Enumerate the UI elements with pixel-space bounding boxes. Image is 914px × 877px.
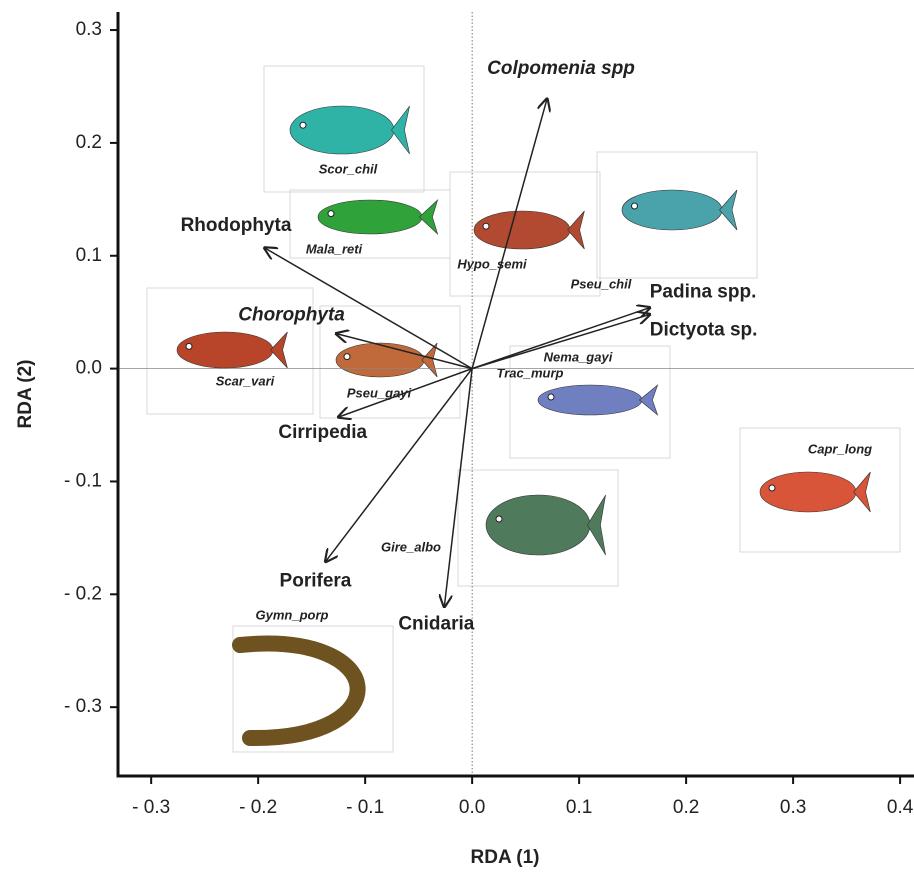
fish-tail (638, 384, 659, 416)
eel (232, 635, 366, 747)
fish-tail (421, 342, 438, 378)
fish-body (621, 189, 723, 231)
x-tick-label: - 0.3 (132, 797, 170, 818)
fish-box (146, 287, 314, 415)
variable-label: Chorophyta (238, 305, 345, 326)
fish-illustrations (146, 65, 901, 753)
arrow (336, 334, 473, 370)
variable-label: Cirripedia (278, 422, 367, 443)
fish-eye (482, 222, 490, 230)
species-label: Capr_long (808, 441, 872, 456)
fish-body (176, 331, 274, 369)
fish-eye (299, 121, 307, 129)
y-tick-label: - 0.2 (64, 583, 102, 604)
fish-box (739, 427, 901, 553)
fish (289, 105, 410, 155)
y-axis-label: RDA (2) (15, 360, 36, 429)
fish-tail (391, 105, 410, 155)
fish (537, 384, 659, 416)
arrow (338, 367, 473, 418)
fish (176, 331, 288, 369)
fish-body (473, 210, 571, 250)
x-tick-label: 0.0 (459, 797, 485, 818)
fish-body (759, 471, 857, 513)
variable-label: Cnidaria (398, 614, 474, 635)
arrow (471, 314, 650, 370)
y-tick-label: 0.0 (76, 358, 102, 379)
fish-body (485, 494, 591, 556)
arrow (326, 368, 473, 562)
fish-body (537, 384, 643, 416)
x-tick-label: - 0.2 (239, 797, 277, 818)
arrow (444, 368, 473, 607)
fish-tail (719, 189, 738, 231)
species-label: Hypo_semi (457, 256, 527, 271)
fish-box (449, 171, 601, 297)
species-label: Gymn_porp (256, 607, 329, 622)
species-label: Gire_albo (381, 539, 441, 554)
fish-eye (185, 342, 193, 350)
variable-label: Colpomenia spp (487, 58, 635, 79)
fish (621, 189, 738, 231)
fish-body (289, 105, 395, 155)
x-tick-label: - 0.1 (346, 797, 384, 818)
species-label: Pseu_chil (571, 276, 632, 291)
arrow (471, 99, 547, 369)
fish-box (509, 345, 671, 459)
fish-box (232, 625, 394, 753)
fish (759, 471, 871, 513)
species-label: Scar_vari (216, 373, 275, 388)
x-tick-label: 0.2 (673, 797, 699, 818)
species-label: Pseu_gayi (347, 385, 412, 400)
fish-tail (418, 199, 439, 235)
fish (485, 494, 606, 556)
y-tick-label: 0.2 (76, 132, 102, 153)
variable-label: Dictyota sp. (650, 319, 758, 340)
y-tick-label: - 0.3 (64, 696, 102, 717)
fish-eye (495, 515, 503, 523)
fish (317, 199, 439, 235)
fish-eye (327, 210, 335, 218)
fish-eye (547, 393, 555, 401)
arrow (471, 308, 650, 370)
fish-eye (343, 353, 351, 361)
species-label: Nema_gayi (544, 349, 613, 364)
fish-eye (631, 202, 638, 210)
fish-box (263, 65, 425, 193)
y-tick-label: 0.1 (76, 245, 102, 266)
species-label: Mala_reti (306, 241, 363, 256)
y-tick-label: - 0.1 (64, 470, 102, 491)
fish-tail (270, 331, 288, 369)
fish-tail (567, 210, 585, 250)
y-tick-label: 0.3 (76, 19, 102, 40)
fish (335, 342, 438, 378)
species-label: Scor_chil (319, 161, 378, 176)
x-tick-label: 0.1 (566, 797, 592, 818)
fish-box (596, 151, 758, 279)
fish-tail (587, 494, 606, 556)
fish-eye (768, 484, 776, 492)
variable-label: Rhodophyta (181, 215, 292, 236)
species-label: Trac_murp (497, 365, 564, 380)
variable-label: Porifera (280, 571, 352, 592)
fish-tail (853, 471, 871, 513)
fish-body (335, 342, 425, 378)
fish-body (317, 199, 423, 235)
variable-label: Padina spp. (650, 282, 757, 303)
x-tick-label: 0.4 (887, 797, 914, 818)
x-tick-label: 0.3 (780, 797, 806, 818)
fish-box (457, 469, 619, 587)
fish (473, 210, 585, 250)
arrow (265, 248, 473, 370)
x-axis-label: RDA (1) (471, 847, 540, 868)
